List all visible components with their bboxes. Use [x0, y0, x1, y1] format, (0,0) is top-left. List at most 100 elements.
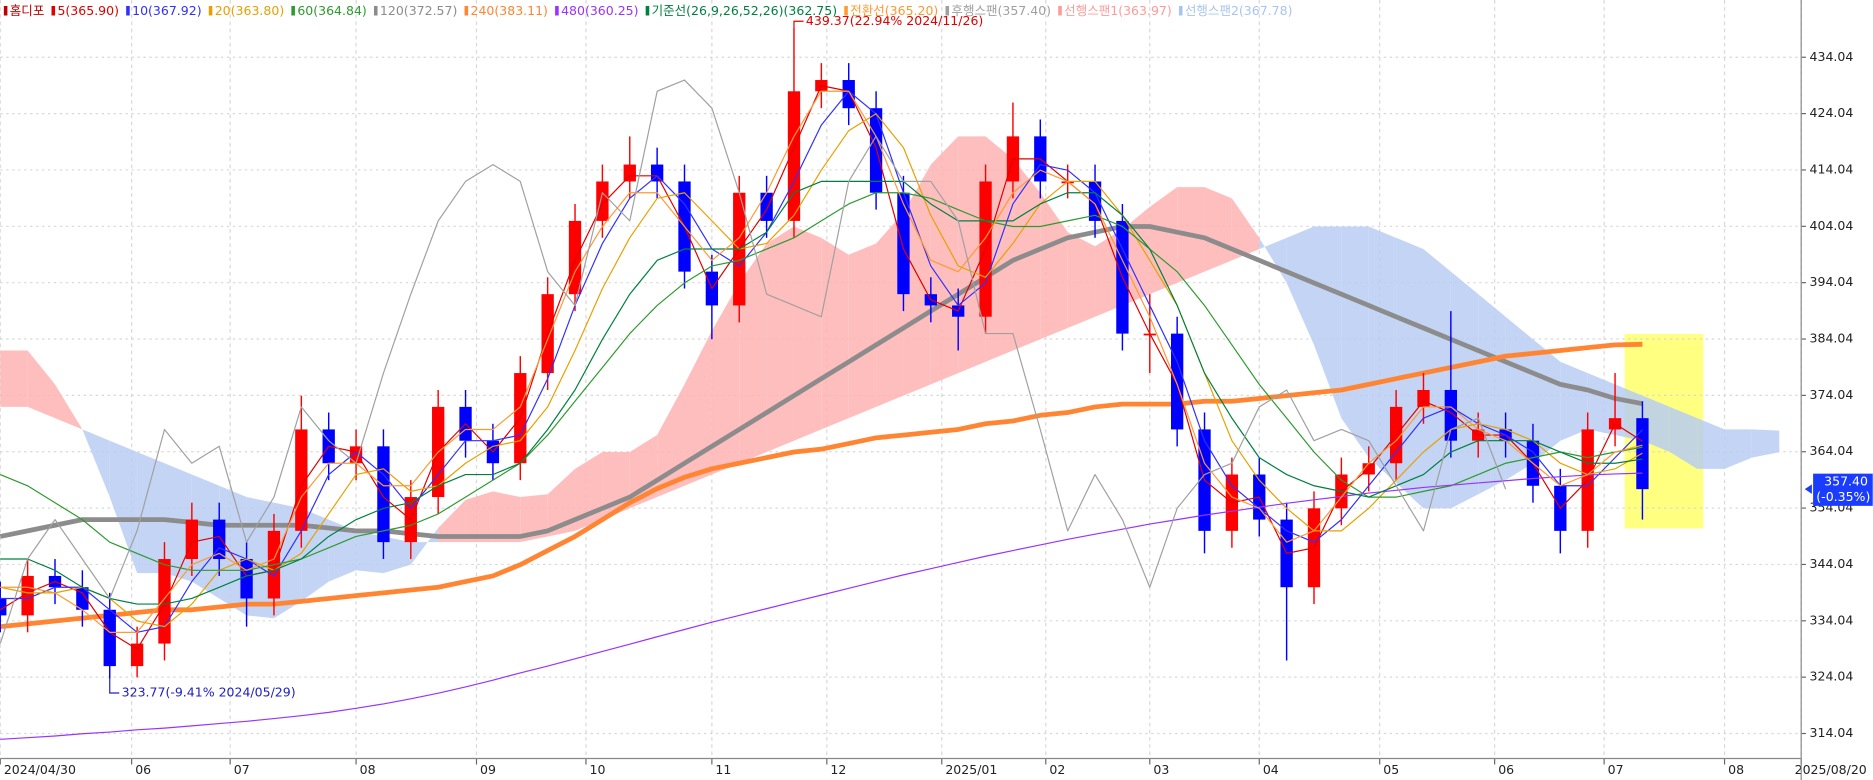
cloud-segment [903, 164, 931, 396]
cloud-segment [739, 243, 767, 464]
cloud-segment [1286, 226, 1315, 345]
candle-body [1170, 333, 1184, 430]
cloud-segment [328, 519, 357, 582]
x-tick-label: 2025/08/20 [1795, 762, 1867, 777]
x-tick-label: 10 [590, 762, 606, 777]
cloud-segment [1642, 395, 1670, 452]
cloud-segment [1587, 373, 1616, 436]
cloud-segment [793, 226, 822, 441]
cloud-segment [1095, 229, 1123, 317]
candle-body [0, 598, 7, 616]
cloud-segment [465, 491, 493, 543]
cloud-segment [684, 330, 712, 486]
candle-body [295, 429, 308, 531]
cloud-segment [1341, 226, 1369, 458]
x-tick-label: 04 [1263, 762, 1279, 777]
cloud-segment [273, 502, 302, 619]
y-tick-label: 374.04 [1810, 387, 1854, 402]
legend-swatch [51, 5, 56, 16]
cloud-segment [492, 491, 521, 543]
annotation-leader [793, 20, 804, 28]
cloud-segment [1478, 294, 1506, 495]
last-price-box [1813, 473, 1873, 506]
legend-swatch [373, 5, 378, 16]
cloud-segment [821, 237, 849, 430]
x-tick-label: 2025/01 [945, 762, 997, 777]
legend-swatch [126, 5, 130, 16]
legend-swatch [1178, 5, 1183, 16]
cloud-segment [301, 508, 329, 602]
cloud-segment [1669, 406, 1698, 469]
x-tick-label: 11 [715, 762, 731, 777]
annotation-leader [109, 678, 120, 694]
y-tick-label: 334.04 [1810, 612, 1854, 627]
candle-body [1417, 389, 1430, 407]
legend-entry: 60(364.84) [297, 3, 366, 18]
cloud-segment [1314, 226, 1342, 419]
y-tick-label: 414.04 [1810, 161, 1854, 176]
cloud-segment [1040, 192, 1068, 340]
x-tick-label: 03 [1153, 762, 1169, 777]
candle-body [869, 108, 883, 193]
cloud-segment [82, 429, 110, 498]
legend-entry: 선행스팬2(367.78) [1185, 3, 1293, 18]
last-price-marker [1804, 484, 1812, 494]
legend-swatch [945, 5, 950, 16]
cloud-segment [1532, 339, 1561, 464]
candle-body [76, 587, 89, 610]
cloud-segment [1560, 361, 1588, 441]
candle-body [1061, 181, 1074, 184]
cloud-segment [356, 530, 384, 574]
cloud-segment [137, 451, 165, 574]
cloud-segment [1067, 232, 1096, 328]
legend-entry: 240(383.11) [471, 3, 548, 18]
last-price: 357.40 [1824, 474, 1868, 489]
y-tick-label: 314.04 [1810, 725, 1854, 740]
cloud-segment [1204, 187, 1232, 272]
cloud-segment [410, 528, 439, 565]
legend-entry: 5(365.90) [57, 3, 119, 18]
y-tick-label: 364.04 [1810, 443, 1854, 458]
legend-swatch [1058, 5, 1062, 16]
annotation: 439.37(22.94% 2024/11/26) [806, 13, 983, 28]
candle-body [623, 164, 636, 182]
cloud-segment [985, 136, 1013, 362]
y-tick-label: 394.04 [1810, 274, 1854, 289]
x-tick-label: 06 [1498, 762, 1514, 777]
cloud-segment [1697, 418, 1725, 469]
x-tick-label: 08 [1728, 762, 1744, 777]
cloud-segment [27, 350, 56, 419]
cloud-segment [602, 451, 630, 520]
ma-line [0, 90, 1643, 633]
candle-body [568, 220, 582, 295]
cloud-segment [1450, 271, 1479, 509]
last-change: (-0.35%) [1816, 489, 1870, 504]
candle-body [842, 80, 855, 109]
y-tick-label: 384.04 [1810, 331, 1854, 346]
cloud-segment [1231, 198, 1260, 261]
cloud-segment [0, 350, 28, 407]
legend-entry: 480(360.25) [561, 3, 638, 18]
cloud-segment [1751, 429, 1780, 458]
candle-body [650, 164, 664, 182]
legend-swatch [645, 5, 650, 16]
candle-body [130, 643, 144, 667]
cloud-segment [1396, 237, 1424, 509]
candle-body [787, 91, 801, 221]
legend-entry: 기준선(26,9,26,52,26)(362.75) [652, 3, 837, 18]
x-tick-label: 05 [1383, 762, 1399, 777]
legend-entry: 홈디포 [10, 3, 45, 18]
x-tick-label: 07 [1608, 762, 1624, 777]
cloud-segment [766, 226, 794, 452]
legend-entry: 선행스팬1(363.97) [1064, 3, 1172, 18]
x-tick-label: 08 [360, 762, 376, 777]
x-tick-label: 07 [234, 762, 250, 777]
legend-entry: 120(372.57) [380, 3, 457, 18]
legend-entry: 후행스팬(357.40) [951, 3, 1051, 18]
candle-body [158, 559, 171, 644]
ma-line [0, 180, 1643, 605]
candle-body [596, 181, 609, 221]
legend-swatch [3, 5, 8, 16]
cloud-segment [930, 136, 959, 385]
